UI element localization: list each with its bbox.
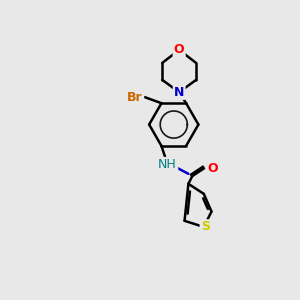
- Text: N: N: [174, 86, 184, 99]
- Text: NH: NH: [158, 158, 177, 171]
- Text: O: O: [207, 162, 217, 175]
- Text: S: S: [201, 220, 210, 233]
- Text: O: O: [174, 44, 184, 56]
- Text: Br: Br: [127, 91, 143, 103]
